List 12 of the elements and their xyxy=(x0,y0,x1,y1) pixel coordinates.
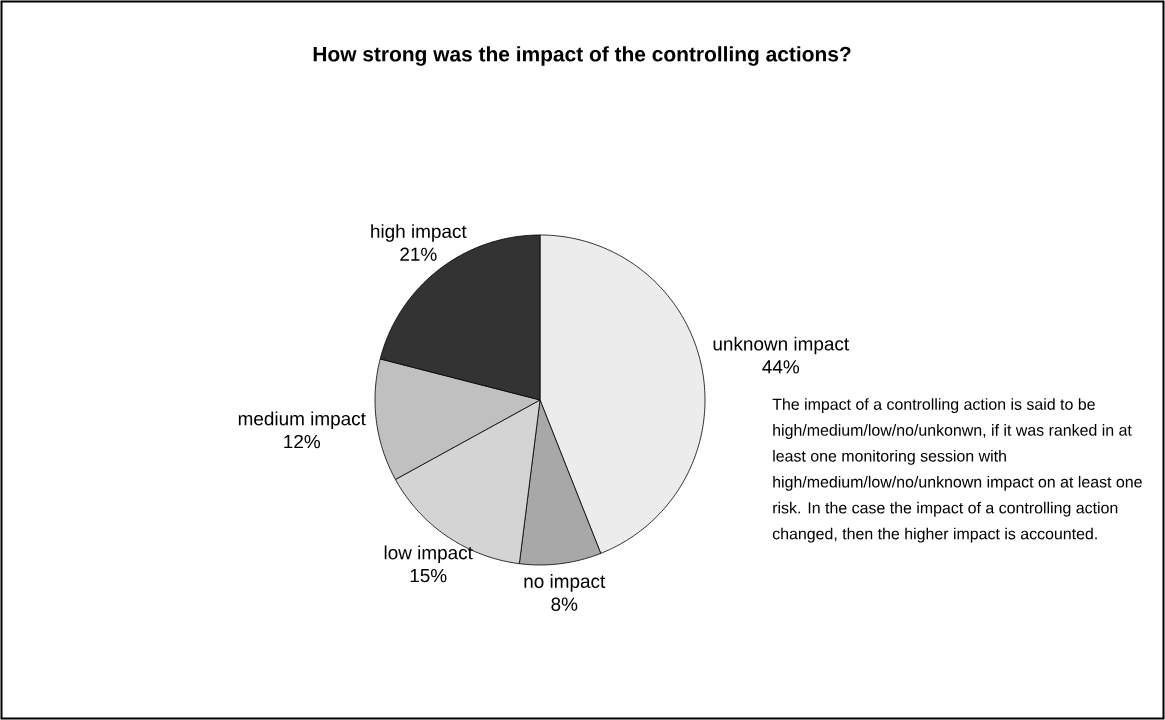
slice-label: low impact xyxy=(384,545,473,564)
slice-label: high impact xyxy=(371,224,467,242)
data-label: 8% xyxy=(551,597,578,611)
slice-label: no impact xyxy=(524,574,606,592)
data-label: 12% xyxy=(284,434,321,449)
slice-label: medium impact xyxy=(238,411,366,430)
text: The impact of a controlling action is said to be high/medium/low/no/unkonwn, if it was ranked in at least one monitoring session with high/medium/low/no/unknown impact on at least one risk. In the case the impact of a controlling action changed, then the higher impact is accounted. xyxy=(772,398,1142,543)
chart-title: How strong was the impact of the controlling actions? xyxy=(313,46,851,66)
data-label: 21% xyxy=(400,247,437,261)
data-label: 44% xyxy=(762,360,800,374)
data-label: 15% xyxy=(410,568,447,583)
slice-label: unknown impact xyxy=(713,336,849,355)
